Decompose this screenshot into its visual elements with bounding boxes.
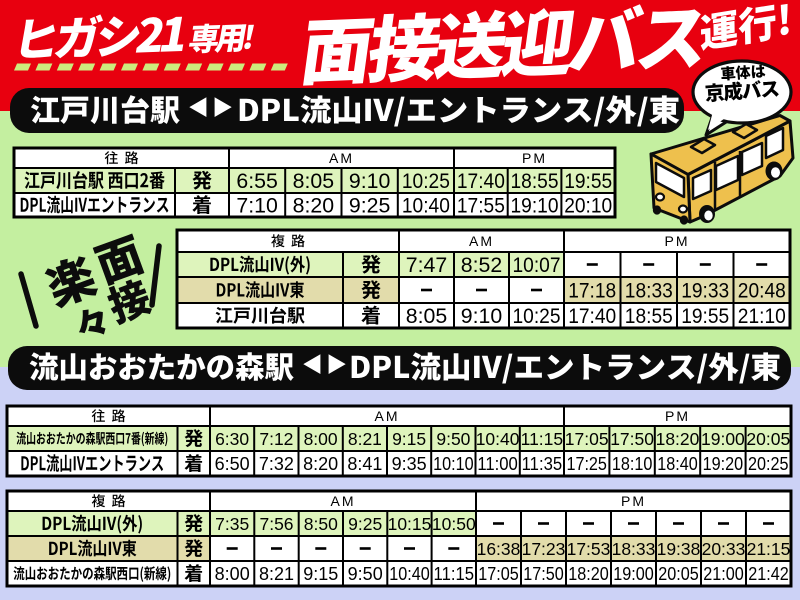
- svg-text:8:05: 8:05: [293, 169, 334, 193]
- svg-text:20:25: 20:25: [748, 454, 789, 474]
- svg-text:21:00: 21:00: [703, 564, 744, 584]
- svg-text:21:42: 21:42: [748, 564, 789, 584]
- svg-text:8:21: 8:21: [348, 429, 382, 449]
- svg-text:18:20: 18:20: [568, 564, 609, 584]
- svg-text:PM: PM: [621, 493, 646, 509]
- svg-text:17:18: 17:18: [568, 279, 616, 303]
- svg-text:17:23: 17:23: [522, 539, 566, 559]
- svg-text:8:21: 8:21: [259, 564, 294, 584]
- svg-text:17:50: 17:50: [523, 564, 564, 584]
- svg-text:19:55: 19:55: [564, 169, 612, 193]
- svg-text:10:15: 10:15: [388, 514, 432, 534]
- svg-text:18:20: 18:20: [656, 429, 700, 449]
- svg-text:10:25: 10:25: [402, 169, 450, 193]
- svg-text:8:00: 8:00: [304, 429, 338, 449]
- svg-text:18:55: 18:55: [511, 169, 559, 193]
- svg-text:9:15: 9:15: [392, 429, 426, 449]
- svg-text:17:05: 17:05: [478, 564, 519, 584]
- svg-text:7:12: 7:12: [259, 429, 293, 449]
- svg-text:11:15: 11:15: [434, 564, 475, 584]
- svg-text:PM: PM: [665, 233, 690, 249]
- svg-text:8:00: 8:00: [215, 564, 250, 584]
- svg-text:10:07: 10:07: [513, 253, 561, 277]
- svg-text:AM: AM: [375, 408, 400, 424]
- svg-text:18:40: 18:40: [657, 454, 698, 474]
- svg-text:10:25: 10:25: [513, 304, 561, 328]
- svg-text:9:25: 9:25: [349, 194, 390, 218]
- svg-text:8:41: 8:41: [347, 454, 382, 474]
- svg-text:7:35: 7:35: [215, 514, 249, 534]
- svg-text:16:38: 16:38: [477, 539, 521, 559]
- svg-text:8:52: 8:52: [461, 253, 502, 277]
- svg-text:17:50: 17:50: [610, 429, 654, 449]
- svg-text:17:55: 17:55: [457, 194, 505, 218]
- svg-text:10:10: 10:10: [433, 454, 474, 474]
- svg-text:17:53: 17:53: [567, 539, 611, 559]
- svg-text:PM: PM: [665, 408, 690, 424]
- svg-text:21:10: 21:10: [738, 304, 786, 328]
- svg-text:10:40: 10:40: [389, 564, 430, 584]
- svg-text:8:20: 8:20: [293, 194, 335, 218]
- svg-text:9:50: 9:50: [436, 429, 470, 449]
- svg-text:AM: AM: [331, 493, 356, 509]
- svg-text:9:10: 9:10: [461, 304, 503, 328]
- svg-text:18:55: 18:55: [625, 304, 673, 328]
- svg-text:9:10: 9:10: [349, 169, 391, 193]
- svg-text:18:33: 18:33: [612, 539, 656, 559]
- svg-text:18:10: 18:10: [612, 454, 653, 474]
- svg-text:19:10: 19:10: [511, 194, 559, 218]
- svg-text:11:00: 11:00: [477, 454, 518, 474]
- svg-text:19:00: 19:00: [701, 429, 745, 449]
- svg-text:21:15: 21:15: [747, 539, 791, 559]
- svg-text:7:32: 7:32: [259, 454, 294, 474]
- svg-text:11:15: 11:15: [521, 429, 564, 449]
- svg-text:20:05: 20:05: [658, 564, 699, 584]
- svg-text:7:56: 7:56: [259, 514, 293, 534]
- svg-text:18:33: 18:33: [625, 279, 673, 303]
- svg-text:17:25: 17:25: [566, 454, 607, 474]
- svg-text:9:35: 9:35: [392, 454, 427, 474]
- svg-text:7:47: 7:47: [406, 253, 447, 277]
- svg-text:8:20: 8:20: [303, 454, 338, 474]
- svg-text:AM: AM: [469, 233, 494, 249]
- svg-text:8:05: 8:05: [406, 304, 447, 328]
- svg-text:17:40: 17:40: [568, 304, 616, 328]
- svg-text:20:05: 20:05: [746, 429, 790, 449]
- svg-text:8:50: 8:50: [304, 514, 338, 534]
- svg-text:19:20: 19:20: [703, 454, 744, 474]
- svg-text:17:40: 17:40: [457, 169, 505, 193]
- svg-text:20:48: 20:48: [738, 279, 786, 303]
- svg-text:9:50: 9:50: [348, 564, 383, 584]
- svg-text:19:55: 19:55: [681, 304, 729, 328]
- svg-text:11:35: 11:35: [522, 454, 563, 474]
- svg-text:PM: PM: [522, 150, 547, 166]
- svg-text:20:33: 20:33: [702, 539, 746, 559]
- svg-text:10:40: 10:40: [476, 429, 520, 449]
- svg-text:10:50: 10:50: [432, 514, 476, 534]
- svg-text:17:05: 17:05: [565, 429, 609, 449]
- svg-text:6:50: 6:50: [215, 454, 250, 474]
- svg-text:19:38: 19:38: [657, 539, 701, 559]
- svg-text:19:33: 19:33: [681, 279, 729, 303]
- svg-text:6:30: 6:30: [215, 429, 249, 449]
- svg-text:9:25: 9:25: [348, 514, 382, 534]
- svg-text:19:00: 19:00: [613, 564, 654, 584]
- svg-text:7:10: 7:10: [236, 194, 278, 218]
- svg-text:20:10: 20:10: [564, 194, 612, 218]
- svg-text:6:55: 6:55: [236, 169, 277, 193]
- svg-text:AM: AM: [329, 150, 354, 166]
- svg-text:10:40: 10:40: [402, 194, 450, 218]
- svg-text:9:15: 9:15: [303, 564, 338, 584]
